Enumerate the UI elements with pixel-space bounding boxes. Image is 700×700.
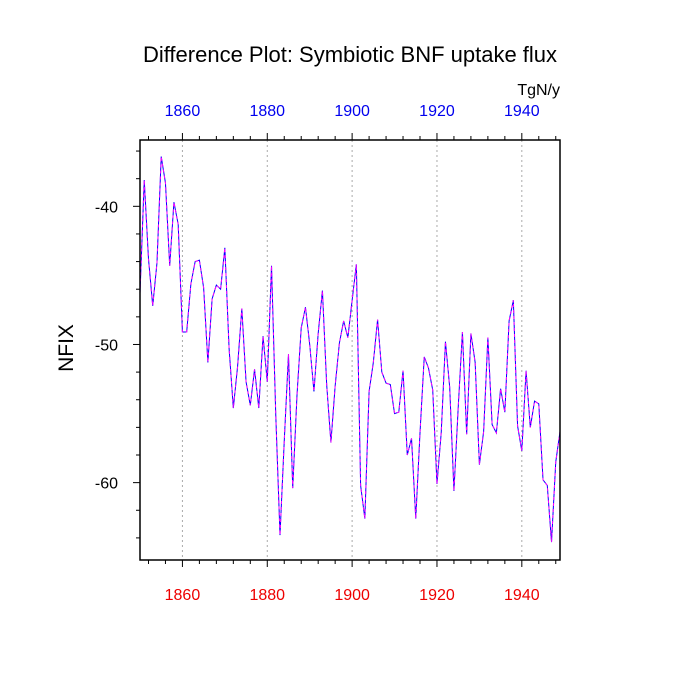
y-tick-label: -40: [95, 199, 118, 216]
x-tick-label-bottom: 1940: [504, 587, 540, 604]
series-line-blue: [139, 156, 561, 543]
x-tick-label-bottom: 1920: [419, 587, 455, 604]
gridlines: [181, 140, 523, 560]
data-series: [139, 156, 561, 543]
x-tick-label-top: 1920: [419, 103, 455, 120]
x-tick-label-bottom: 1880: [249, 587, 285, 604]
axis-ticks: [133, 133, 557, 567]
plot-frame: [139, 139, 561, 561]
x-tick-label-bottom: 1900: [334, 587, 370, 604]
y-tick-label: -60: [95, 476, 118, 493]
x-tick-label-top: 1860: [165, 103, 201, 120]
y-tick-label: -50: [95, 337, 118, 354]
x-tick-label-top: 1940: [504, 103, 540, 120]
y-axis-label: NFIX: [55, 324, 78, 372]
units-label: TgN/y: [517, 82, 560, 99]
x-tick-label-top: 1900: [334, 103, 370, 120]
chart-title: Difference Plot: Symbiotic BNF uptake fl…: [143, 42, 557, 67]
x-tick-label-bottom: 1860: [165, 587, 201, 604]
x-tick-label-top: 1880: [249, 103, 285, 120]
tick-labels: 1860 1860 1880 1880 1900 1900 1920 1920 1940 1940…: [95, 103, 540, 604]
series-line-magenta: [139, 156, 561, 543]
